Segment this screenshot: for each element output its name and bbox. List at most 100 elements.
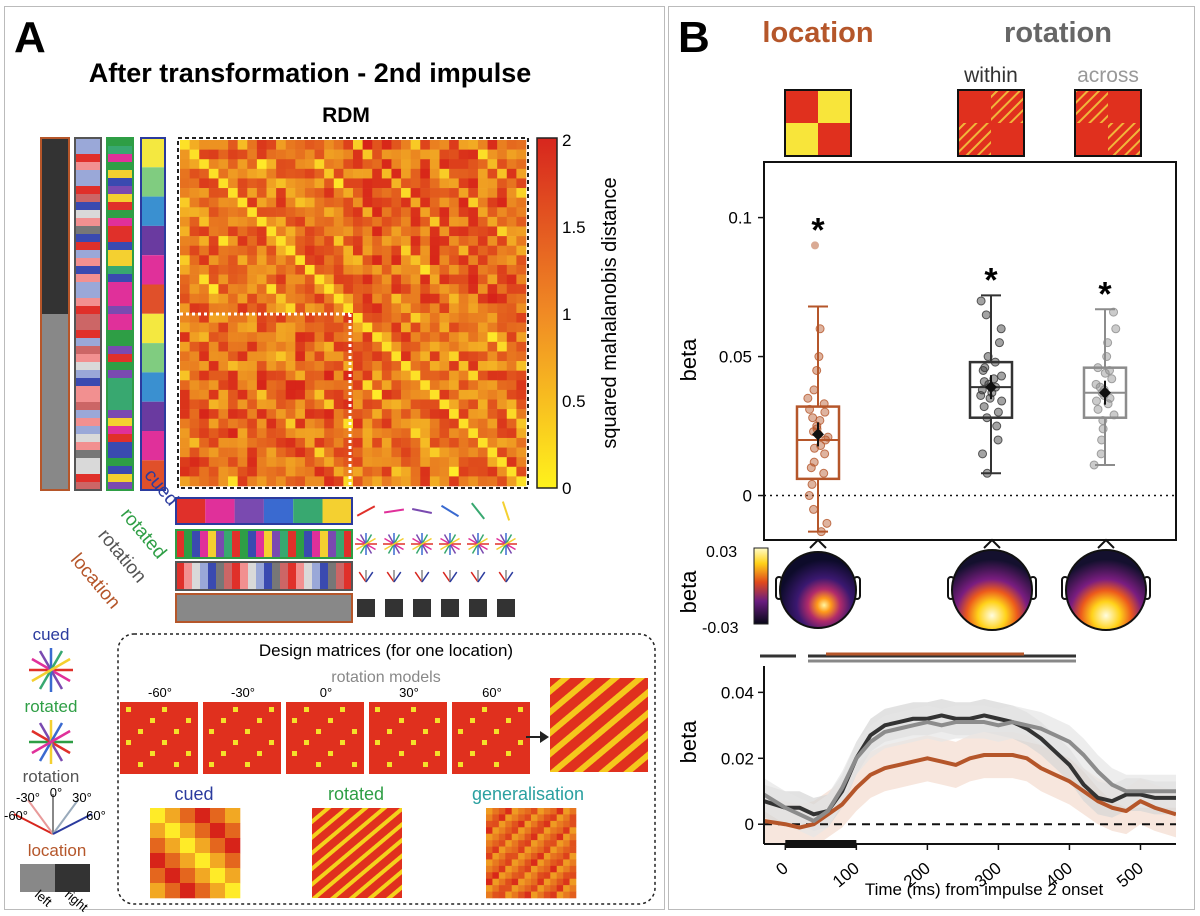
data-point: [823, 432, 833, 442]
rotated-bar: [106, 137, 134, 491]
data-point: [1093, 404, 1103, 414]
y-tick-label: 0.04: [721, 683, 754, 702]
data-point: [815, 324, 825, 334]
rotation-models: -60° -30° 0° 30° 60°: [120, 685, 530, 774]
cued-bar: [140, 137, 166, 491]
boxplot-frame: [763, 161, 1177, 541]
across-model-thumb: [1074, 89, 1142, 157]
location-bar: [40, 137, 70, 491]
x-tick-label: 100: [829, 859, 863, 892]
data-point: [997, 371, 1007, 381]
combined-rotation-matrix: [550, 678, 648, 772]
timecourse-xlabel: Time (ms) from impulse 2 onset: [865, 880, 1104, 899]
data-point: [977, 385, 987, 395]
data-point: [819, 399, 829, 409]
series-line-across: [764, 720, 1176, 823]
location-right-swatch: [55, 864, 90, 892]
rotation-tick: -30°: [16, 790, 40, 805]
data-point: [979, 402, 989, 412]
data-point: [809, 385, 819, 395]
colorbar-label: squared mahalanobis distance: [599, 177, 621, 448]
within-model-thumb: [957, 89, 1025, 157]
boxplot-marks: * * *: [764, 211, 1176, 537]
data-point: [1104, 365, 1114, 375]
data-point: [1096, 449, 1106, 459]
topomap-colorbar: [753, 547, 769, 625]
rotated-wheel-icon: [29, 720, 73, 764]
topomap-max: 0.03: [706, 544, 737, 561]
header-within: within: [963, 64, 1018, 87]
location-left-swatch: [20, 864, 55, 892]
outlier-point: [811, 241, 819, 250]
data-point: [982, 413, 992, 423]
data-point: [1097, 435, 1107, 445]
colorbar-ticks: 2 1.5 1 0.5 0: [562, 131, 586, 498]
design-matrices-box: [117, 633, 656, 905]
x-tick-label: 500: [1113, 859, 1147, 892]
rotation-models-label: rotation models: [331, 669, 440, 686]
panel-b: B location rotation within across beta 0…: [676, 13, 1177, 899]
data-point: [976, 296, 986, 306]
data-point: [990, 357, 1000, 367]
rotation-model-thumb: [203, 702, 281, 774]
data-point: [997, 396, 1007, 406]
data-point: [978, 449, 988, 459]
data-point: [803, 393, 813, 403]
rotation-tick: 30°: [72, 790, 92, 805]
rotated-model-matrix: [312, 808, 402, 898]
rotation-angle-label: 30°: [399, 685, 419, 700]
legend-location-label: location: [28, 841, 87, 860]
data-point: [979, 377, 989, 387]
data-point: [1109, 410, 1119, 420]
colorbar-tick: 0.5: [562, 392, 586, 411]
rdm-frame: [177, 137, 529, 489]
colorbar-tick: 1.5: [562, 218, 586, 237]
rotation-tick: 60°: [86, 808, 106, 823]
significance-star: *: [811, 211, 825, 249]
topomap-min: -0.03: [702, 620, 739, 637]
panel-a: A After transformation - 2nd impulse RDM…: [4, 13, 656, 915]
data-point: [981, 310, 991, 320]
data-point: [808, 413, 818, 423]
data-point: [1089, 460, 1099, 470]
y-tick-label: 0.02: [721, 749, 754, 768]
row-icons: [355, 501, 517, 583]
significance-star: *: [984, 261, 998, 299]
boxplot-y-ticks: 0.1 0.05 0: [719, 209, 764, 506]
data-point: [1098, 424, 1108, 434]
data-point: [982, 468, 992, 478]
rdm-label: RDM: [322, 104, 370, 127]
topomap-ylabel: beta: [676, 570, 701, 614]
colorbar: [536, 137, 558, 489]
data-point: [983, 352, 993, 362]
y-tick-label: 0: [745, 815, 754, 834]
cued-row: [175, 497, 353, 525]
rotation-bar: [74, 137, 102, 491]
panel-a-title: After transformation - 2nd impulse: [89, 58, 532, 88]
generalisation-model-matrix: [486, 808, 577, 899]
rotated-row: [175, 529, 353, 559]
y-tick-label: 0.05: [719, 348, 752, 367]
panel-a-letter: A: [14, 13, 46, 62]
data-point: [1111, 324, 1121, 334]
data-point: [1091, 396, 1101, 406]
rotation-tick: -60°: [4, 808, 28, 823]
timecourse-ylabel: beta: [676, 720, 701, 764]
data-point: [822, 518, 832, 528]
data-point: [1109, 307, 1119, 317]
y-tick-label: 0.1: [728, 209, 752, 228]
rotation-fan-icon: [13, 794, 93, 835]
legend-cued-label: cued: [33, 625, 70, 644]
rotation-model-thumb: [120, 702, 198, 774]
data-point: [820, 407, 830, 417]
rotation-tick: 0°: [50, 785, 62, 800]
model-label-cued: cued: [174, 784, 213, 804]
topomap-across: [1061, 538, 1151, 631]
cued-wheel-icon: [29, 648, 73, 692]
rotation-angle-label: -60°: [148, 685, 172, 700]
mean-marker: [812, 428, 824, 441]
topomap-within: [947, 538, 1037, 631]
rotation-angle-label: -30°: [231, 685, 255, 700]
data-point: [819, 468, 829, 478]
